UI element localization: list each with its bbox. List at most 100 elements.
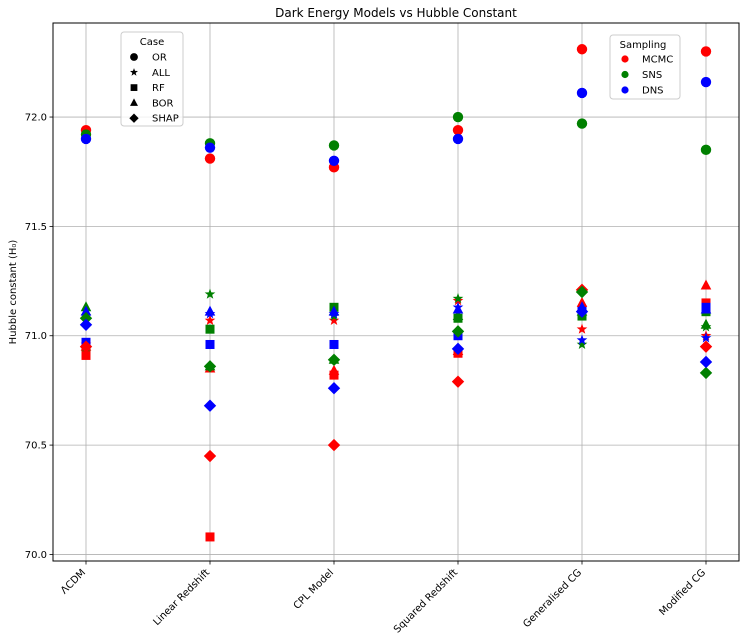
data-point — [451, 375, 465, 388]
data-point — [205, 339, 215, 349]
data-point — [203, 360, 217, 373]
x-tick-label-modified-cg: Modified CG — [657, 567, 708, 618]
data-point — [329, 339, 339, 349]
series-bor-dns — [80, 301, 712, 316]
x-tick-label-linear-redshift: Linear Redshift — [151, 567, 212, 628]
legend-sampling-marker-mcmc — [621, 55, 629, 63]
grid — [53, 23, 739, 561]
legend-case-marker-shap — [129, 113, 139, 123]
data-point — [699, 340, 713, 353]
x-tick-label-cdm: ΛCDM — [59, 567, 88, 596]
legend-case-marker-all — [130, 68, 138, 76]
data-point — [700, 303, 712, 314]
data-point — [700, 332, 712, 343]
y-axis-ticks: 70.0 70.5 71.0 71.5 72.0 — [25, 113, 53, 561]
series-shap-mcmc — [79, 283, 713, 463]
data-point — [327, 382, 341, 395]
x-axis-ticks: ΛCDM Linear Redshift CPL Model Squared Reds… — [59, 561, 708, 635]
data-point — [575, 285, 589, 299]
data-point — [700, 318, 712, 329]
series-all-sns — [80, 288, 712, 350]
data-point — [79, 340, 93, 353]
data-point — [700, 76, 712, 88]
legend-sampling-marker-sns — [621, 70, 629, 79]
legend-case-label-rf: RF — [152, 83, 165, 94]
data-point — [328, 140, 340, 151]
y-axis-label: Hubble constant (H₀) — [8, 240, 19, 345]
legend-sampling-label-sns: SNS — [642, 70, 662, 81]
data-point — [576, 87, 588, 99]
data-point — [205, 324, 215, 334]
legend-sampling-label-mcmc: MCMC — [642, 55, 673, 66]
data-point — [328, 314, 340, 325]
chart-title: Dark Energy Models vs Hubble Constant — [275, 6, 517, 20]
data-point — [205, 532, 215, 542]
data-point — [576, 44, 588, 55]
y-tick-label: 72.0 — [25, 113, 47, 124]
legend-sampling-box — [609, 34, 681, 100]
data-point — [699, 366, 713, 380]
y-tick-label: 70.5 — [25, 441, 47, 452]
data-point — [576, 323, 588, 334]
data-point — [80, 305, 92, 316]
data-point — [452, 303, 464, 314]
series-bor-mcmc — [80, 279, 712, 375]
legend-sampling-marker-dns — [621, 86, 629, 94]
data-point — [80, 133, 92, 145]
data-point — [79, 318, 93, 332]
series-rf-dns — [81, 302, 711, 349]
data-point — [328, 364, 340, 375]
data-point — [329, 370, 339, 380]
y-tick-label: 70.0 — [25, 550, 47, 561]
series-all-mcmc — [80, 295, 712, 350]
legend-case-marker-rf — [130, 84, 138, 91]
series-or-dns — [80, 76, 712, 166]
legend-case-label-shap: SHAP — [152, 114, 179, 125]
data-point — [576, 118, 588, 129]
legend-sampling: Sampling MCMC SNS DNS — [609, 34, 681, 100]
x-tick-label-generalised-cg: Generalised CG — [521, 567, 584, 630]
data-point — [328, 305, 340, 316]
data-point — [452, 133, 464, 145]
data-point — [204, 142, 216, 153]
legend-case-marker-bor — [130, 98, 138, 106]
data-points — [79, 44, 713, 542]
data-point — [576, 338, 588, 350]
legend-case-label-bor: BOR — [152, 98, 174, 109]
data-point — [452, 111, 464, 123]
data-point — [203, 399, 217, 412]
data-point — [452, 124, 464, 136]
data-point — [699, 355, 713, 369]
x-tick-label-squared-redshift: Squared Redshift — [392, 567, 460, 635]
data-point — [203, 449, 217, 463]
plot-frame — [52, 22, 740, 562]
y-tick-label: 71.0 — [25, 331, 47, 342]
series-shap-sns — [79, 285, 713, 380]
data-point — [204, 305, 216, 316]
data-point — [327, 438, 341, 452]
data-point — [700, 46, 712, 57]
data-point — [700, 279, 712, 290]
data-point — [204, 153, 216, 164]
legend-case-label-or: OR — [152, 53, 167, 64]
data-point — [451, 325, 465, 338]
data-point — [81, 350, 91, 360]
data-point — [575, 305, 589, 318]
y-tick-label: 71.5 — [25, 222, 47, 233]
series-rf-mcmc — [81, 298, 711, 542]
data-point — [327, 353, 341, 366]
series-shap-dns — [79, 305, 713, 412]
legend-sampling-title: Sampling — [620, 40, 667, 51]
data-point — [204, 288, 216, 299]
data-point — [204, 314, 216, 325]
legend-case-marker-or — [130, 53, 138, 61]
series-rf-sns — [81, 302, 711, 352]
series-all-dns — [80, 301, 712, 345]
x-tick-label-cpl-model: CPL Model — [292, 567, 336, 611]
legend-case-label-all: ALL — [152, 68, 170, 79]
data-point — [576, 334, 588, 345]
legend-case-title: Case — [140, 37, 164, 48]
data-point — [700, 144, 712, 156]
data-point — [328, 155, 340, 166]
